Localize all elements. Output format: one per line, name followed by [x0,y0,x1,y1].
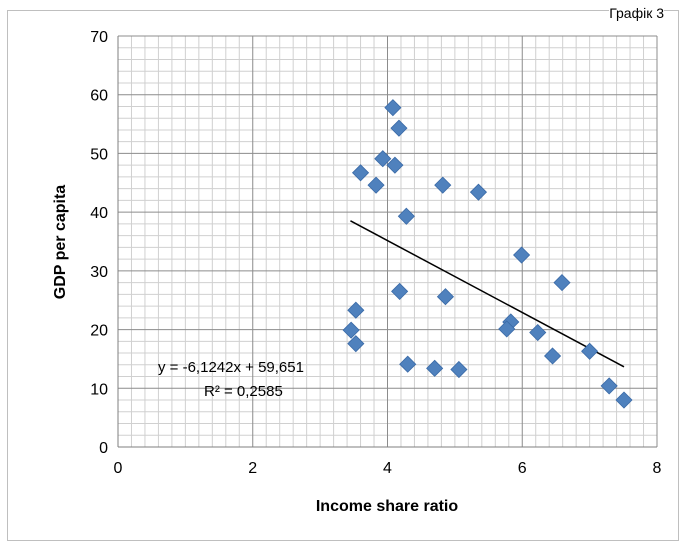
data-point [384,99,402,117]
data-point [347,335,365,353]
data-point [553,274,571,292]
trend-equation: y = -6,1242x + 59,651 [158,359,304,376]
data-point [367,176,385,194]
y-tick-label: 60 [90,88,108,105]
data-point [386,156,404,174]
y-axis-tick-labels: 0 10 20 30 40 50 60 70 [90,29,108,457]
data-point [529,323,547,342]
data-point [615,391,633,409]
data-point [498,320,516,338]
data-point [436,288,455,306]
y-tick-label: 50 [90,146,108,163]
data-point [374,150,392,168]
data-point [351,164,370,182]
data-point [342,321,360,339]
x-tick-label: 2 [248,460,257,477]
x-axis-label: Income share ratio [316,498,459,515]
data-point [390,119,408,137]
y-tick-label: 0 [99,440,108,457]
y-tick-label: 30 [90,264,108,281]
data-point [397,207,415,225]
y-axis-label: GDP per capita [52,185,69,300]
data-point [347,301,365,319]
data-point [426,359,444,377]
data-points [342,99,633,409]
axes [117,36,657,448]
data-point [391,282,409,300]
y-tick-label: 40 [90,205,108,222]
y-tick-label: 10 [90,381,108,398]
data-point [450,360,468,379]
trendline-group [350,220,625,368]
x-tick-label: 0 [114,460,123,477]
y-tick-label: 70 [90,29,108,46]
x-tick-label: 4 [383,460,392,477]
trend-r-squared: R² = 0,2585 [204,383,283,400]
data-point [513,246,531,264]
data-point [581,342,599,360]
data-point [600,377,618,395]
chart-frame: Графік 3 [7,5,679,541]
trendline [350,220,625,368]
corner-label: Графік 3 [609,5,664,21]
data-point [434,176,452,194]
data-point [399,355,417,373]
y-tick-label: 20 [90,323,108,340]
x-tick-label: 8 [653,460,662,477]
data-point [469,183,488,201]
data-point [544,347,562,365]
x-axis-tick-labels: 0 2 4 6 8 [114,460,662,477]
x-tick-label: 6 [518,460,527,477]
